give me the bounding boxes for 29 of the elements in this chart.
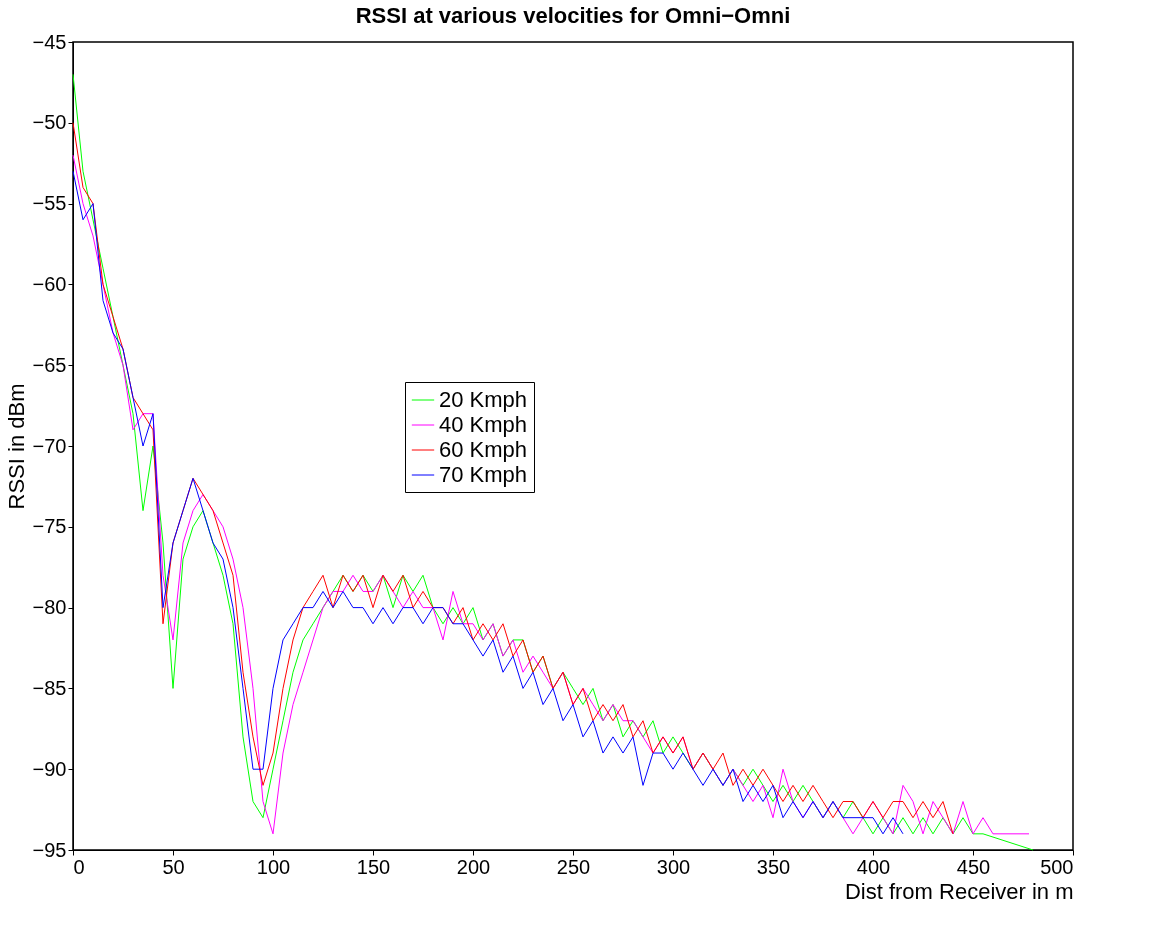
y-tick-label: −90 bbox=[32, 757, 67, 780]
x-tick-label: 0 bbox=[73, 855, 85, 878]
chart-title: RSSI at various velocities for Omni−Omni bbox=[355, 3, 791, 28]
legend-label: 70 Kmph bbox=[439, 462, 528, 487]
x-tick-label: 50 bbox=[162, 855, 185, 878]
y-tick-label: −60 bbox=[32, 272, 67, 295]
y-tick-label: −65 bbox=[32, 353, 67, 376]
y-tick-label: −80 bbox=[32, 596, 67, 619]
x-tick-label: 450 bbox=[956, 855, 991, 878]
x-tick-label: 100 bbox=[256, 855, 291, 878]
legend-label: 20 Kmph bbox=[439, 387, 528, 412]
x-tick-label: 300 bbox=[656, 855, 691, 878]
y-tick-label: −50 bbox=[32, 111, 67, 134]
x-axis-title: Dist from Receiver in m bbox=[844, 878, 1074, 904]
x-tick-label: 500 bbox=[1040, 855, 1074, 878]
legend-label: 60 Kmph bbox=[439, 437, 528, 462]
y-tick-label: −70 bbox=[32, 434, 67, 457]
x-tick-label: 350 bbox=[756, 855, 791, 878]
y-tick-label: −85 bbox=[32, 676, 67, 699]
y-tick-label: −55 bbox=[32, 192, 67, 215]
y-axis-title: RSSI in dBm bbox=[3, 383, 29, 510]
x-tick-label: 150 bbox=[356, 855, 391, 878]
y-tick-label: −45 bbox=[32, 30, 67, 53]
legend-label: 40 Kmph bbox=[439, 412, 528, 437]
y-tick-label: −75 bbox=[32, 515, 67, 538]
x-tick-label: 400 bbox=[856, 855, 891, 878]
x-tick-label: 200 bbox=[456, 855, 491, 878]
x-tick-label: 250 bbox=[556, 855, 591, 878]
y-tick-label: −95 bbox=[32, 838, 67, 861]
